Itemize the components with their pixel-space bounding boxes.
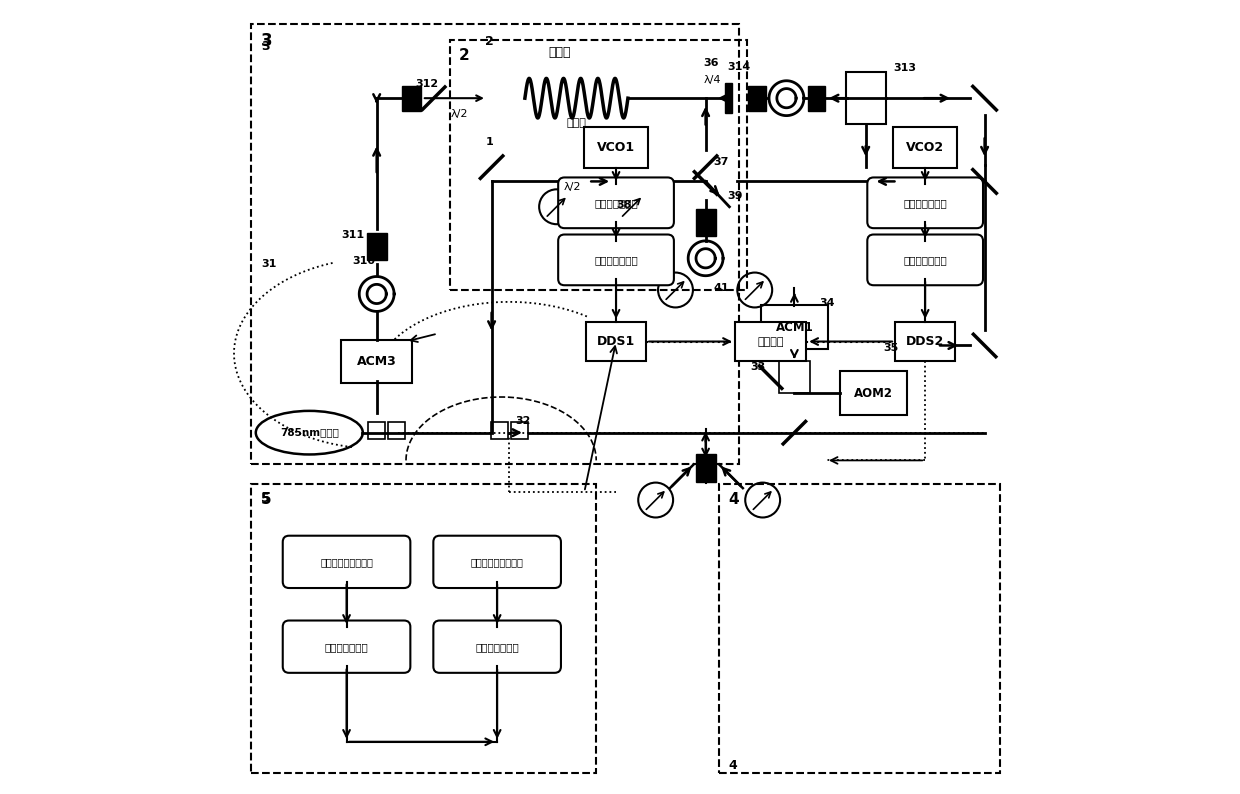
Text: 785nm激光器: 785nm激光器 xyxy=(280,428,339,437)
FancyBboxPatch shape xyxy=(341,340,413,384)
Text: 第三伺服反馈器: 第三伺服反馈器 xyxy=(325,642,368,652)
Text: 35: 35 xyxy=(883,343,899,353)
Text: 313: 313 xyxy=(894,63,916,73)
Text: DDS2: DDS2 xyxy=(906,335,945,348)
FancyBboxPatch shape xyxy=(433,536,560,588)
FancyBboxPatch shape xyxy=(867,234,983,285)
Text: VCO1: VCO1 xyxy=(596,141,635,154)
Text: 38: 38 xyxy=(616,200,631,210)
FancyBboxPatch shape xyxy=(895,322,955,361)
Text: 第二伺服反馈器: 第二伺服反馈器 xyxy=(903,198,947,208)
FancyBboxPatch shape xyxy=(511,422,528,439)
Text: 第一锁频锁相器: 第一锁频锁相器 xyxy=(594,255,637,265)
Text: 33: 33 xyxy=(750,362,766,372)
Text: 34: 34 xyxy=(820,299,836,309)
Text: 真空腔: 真空腔 xyxy=(548,46,572,59)
Text: 310: 310 xyxy=(352,256,374,266)
Text: 4: 4 xyxy=(729,759,738,772)
Text: 2: 2 xyxy=(485,36,494,48)
FancyBboxPatch shape xyxy=(584,179,616,210)
Text: 第一参考电压设置器: 第一参考电压设置器 xyxy=(320,557,373,567)
Text: λ/2: λ/2 xyxy=(564,182,582,192)
FancyBboxPatch shape xyxy=(283,621,410,673)
Text: λ/2: λ/2 xyxy=(451,109,469,119)
FancyBboxPatch shape xyxy=(760,306,828,349)
Text: 第四伺服反馈器: 第四伺服反馈器 xyxy=(475,642,520,652)
FancyBboxPatch shape xyxy=(558,177,673,228)
Text: 37: 37 xyxy=(713,157,729,168)
Text: 2: 2 xyxy=(459,48,470,64)
Bar xyxy=(367,233,387,260)
Text: 32: 32 xyxy=(516,416,531,426)
Bar xyxy=(696,209,715,237)
Text: 312: 312 xyxy=(415,79,439,89)
Text: 第二锁频锁相器: 第二锁频锁相器 xyxy=(903,255,947,265)
Bar xyxy=(696,454,715,482)
Text: 4: 4 xyxy=(729,492,739,507)
FancyBboxPatch shape xyxy=(735,322,806,361)
Bar xyxy=(749,86,766,111)
Text: 时钟参考: 时钟参考 xyxy=(758,337,784,346)
Text: 3: 3 xyxy=(260,33,273,50)
Text: ACM3: ACM3 xyxy=(357,355,397,368)
FancyBboxPatch shape xyxy=(779,361,810,393)
Bar xyxy=(725,83,732,114)
Bar xyxy=(807,86,826,111)
Text: 5: 5 xyxy=(260,492,272,507)
FancyBboxPatch shape xyxy=(894,127,957,168)
FancyBboxPatch shape xyxy=(368,422,386,439)
Text: 31: 31 xyxy=(260,259,277,269)
Text: 第一伺服反馈器: 第一伺服反馈器 xyxy=(594,198,637,208)
FancyBboxPatch shape xyxy=(433,621,560,673)
Text: 铷原子: 铷原子 xyxy=(567,118,587,128)
FancyBboxPatch shape xyxy=(558,234,673,285)
FancyBboxPatch shape xyxy=(839,372,908,414)
FancyBboxPatch shape xyxy=(846,72,885,124)
Text: 36: 36 xyxy=(703,57,719,67)
Text: 3: 3 xyxy=(260,40,269,53)
Text: 1: 1 xyxy=(485,137,494,147)
Text: λ/4: λ/4 xyxy=(704,75,722,85)
Text: AOM2: AOM2 xyxy=(854,387,893,399)
Text: VCO2: VCO2 xyxy=(906,141,944,154)
Text: 5: 5 xyxy=(260,492,269,505)
Text: 311: 311 xyxy=(341,229,365,240)
FancyBboxPatch shape xyxy=(491,422,508,439)
Text: 39: 39 xyxy=(727,191,743,201)
FancyBboxPatch shape xyxy=(388,422,405,439)
FancyBboxPatch shape xyxy=(283,536,410,588)
FancyBboxPatch shape xyxy=(584,127,647,168)
Text: DDS1: DDS1 xyxy=(596,335,635,348)
FancyBboxPatch shape xyxy=(867,177,983,228)
Text: 第二参考电压设置器: 第二参考电压设置器 xyxy=(471,557,523,567)
FancyBboxPatch shape xyxy=(587,322,646,361)
Text: 41: 41 xyxy=(713,283,729,293)
Bar xyxy=(402,86,422,111)
Text: 314: 314 xyxy=(727,62,750,72)
Text: ACM1: ACM1 xyxy=(775,321,813,333)
